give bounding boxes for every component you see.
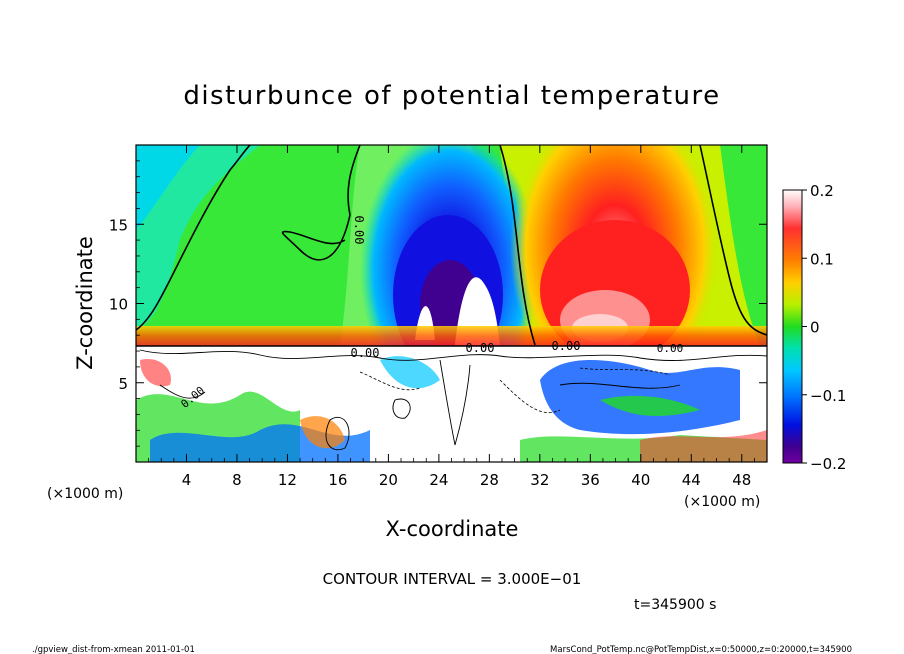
x-tick-label: 16: [328, 471, 347, 489]
y-tick-label: 5: [118, 375, 128, 393]
y-tick-label: 15: [109, 216, 128, 234]
y-axis: 5 10 15: [109, 160, 767, 447]
x-tick-label: 12: [278, 471, 297, 489]
x-tick-label: 4: [182, 471, 192, 489]
heatmap-field: [136, 145, 767, 462]
contour-label: 0.00: [351, 346, 380, 360]
time-label: t=345900 s: [634, 597, 716, 613]
x-tick-label: 32: [530, 471, 549, 489]
contour-label: 0.00: [466, 341, 495, 355]
x-tick-label: 40: [631, 471, 650, 489]
x-tick-label: 8: [232, 471, 242, 489]
contour-label: 0.00: [657, 342, 684, 355]
x-tick-label: 28: [480, 471, 499, 489]
footer-right: MarsCond_PotTemp.nc@PotTempDist,x=0:5000…: [550, 645, 852, 654]
chart-title: disturbunce of potential temperature: [183, 81, 720, 111]
y-axis-label: Z-coordinate: [73, 236, 97, 370]
colorbar-tick-label: −0.1: [810, 387, 846, 405]
contour-interval: CONTOUR INTERVAL = 3.000E−01: [323, 570, 582, 588]
x-axis: 4 8 12 16 20 24 28 32 36 40 44 48: [148, 145, 755, 489]
colorbar-tick-label: −0.2: [810, 455, 846, 473]
x-tick-label: 44: [682, 471, 701, 489]
x-units-left: (×1000 m): [47, 486, 123, 502]
colorbar-tick-label: 0.1: [810, 250, 834, 268]
x-axis-label: X-coordinate: [386, 517, 519, 541]
x-tick-label: 20: [379, 471, 398, 489]
colorbar-ticks: 0.2 0.1 0 −0.1 −0.2: [802, 182, 846, 473]
x-tick-label: 24: [429, 471, 448, 489]
footer-left: ./gpview_dist-from-xmean 2011-01-01: [32, 645, 195, 654]
x-units-right: (×1000 m): [684, 494, 760, 510]
y-tick-label: 10: [109, 296, 128, 314]
colorbar: [782, 189, 803, 464]
contour-label: 0.00: [552, 339, 581, 353]
colorbar-tick-label: 0: [810, 319, 820, 337]
colorbar-tick-label: 0.2: [810, 182, 834, 200]
contour-label: 0.00: [352, 216, 366, 245]
x-tick-label: 48: [732, 471, 751, 489]
x-tick-label: 36: [581, 471, 600, 489]
